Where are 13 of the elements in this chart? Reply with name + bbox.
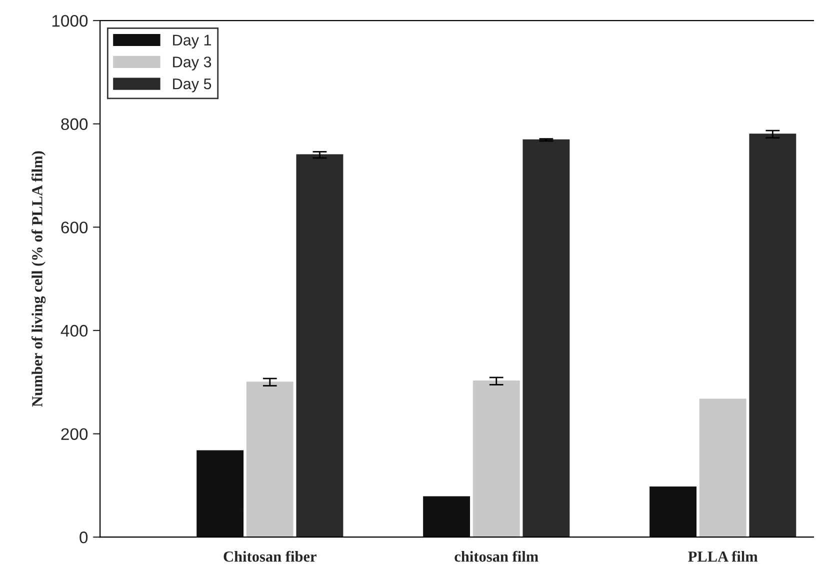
- legend-label: Day 1: [173, 34, 212, 49]
- y-tick-label: 800: [61, 118, 88, 130]
- y-tick-label: 200: [61, 428, 88, 440]
- y-tick-label: 400: [60, 324, 88, 337]
- x-tick-label: PLLA film: [688, 550, 758, 562]
- x-tick-label: Chitosan fiber: [224, 550, 316, 562]
- x-tick-label: chitosan film: [454, 550, 538, 562]
- y-tick-label: 0: [80, 532, 88, 544]
- y-tick-label: 600: [61, 222, 88, 234]
- legend-label: Day 3: [173, 56, 212, 70]
- legend-label: Day 5: [173, 78, 212, 92]
- y-tick-label: 1000: [52, 14, 88, 27]
- y-axis-title: Number of living cell (% of PLLA film): [31, 151, 46, 407]
